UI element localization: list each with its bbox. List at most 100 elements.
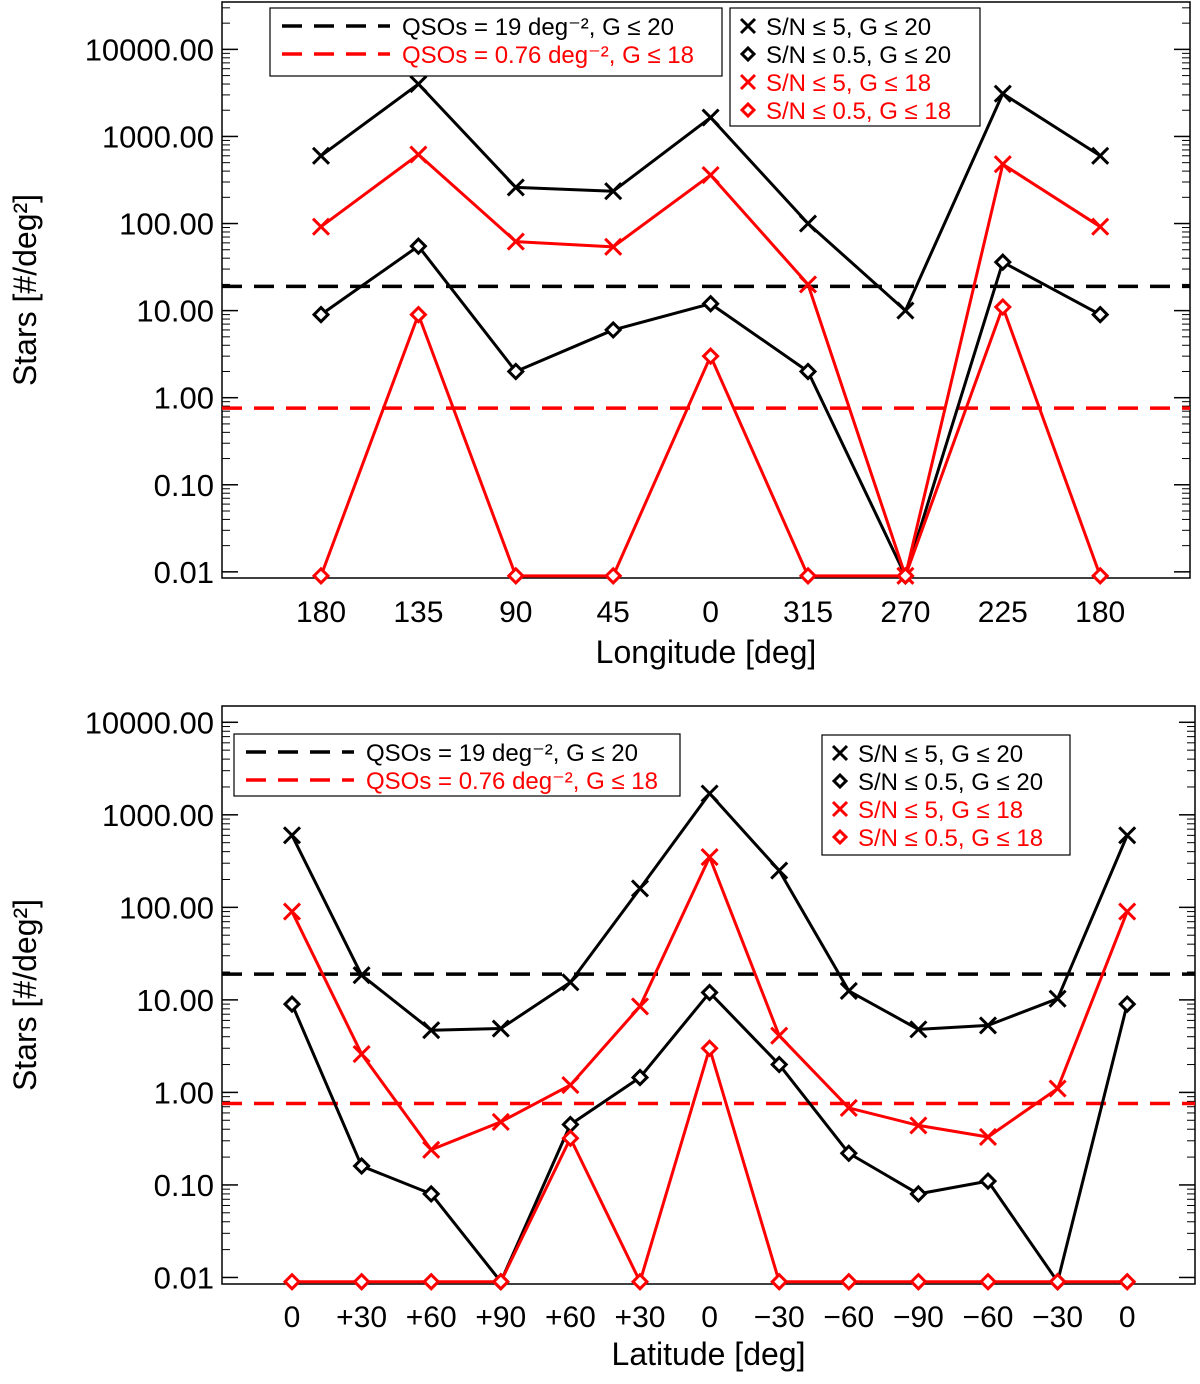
data-point-cross bbox=[896, 301, 915, 320]
series-line bbox=[292, 1046, 1128, 1284]
data-point-diamond bbox=[506, 362, 525, 381]
x-tick-label: 0 bbox=[702, 596, 719, 629]
data-point-diamond bbox=[630, 1068, 650, 1087]
data-point-cross bbox=[282, 826, 302, 845]
data-point-cross bbox=[1091, 217, 1110, 236]
legend-series-label: S/N ≤ 5, G ≤ 18 bbox=[858, 797, 1023, 824]
data-point-diamond bbox=[978, 1272, 998, 1291]
data-point-cross bbox=[561, 1076, 580, 1095]
legend-cross-marker bbox=[831, 800, 849, 818]
x-tick-label: 180 bbox=[1075, 596, 1125, 629]
legend-series-label: S/N ≤ 5, G ≤ 20 bbox=[766, 14, 931, 41]
legend-diamond-marker bbox=[831, 828, 849, 846]
legend-frame bbox=[233, 733, 681, 797]
legend-cross-marker bbox=[739, 17, 757, 35]
x-tick-label: 0 bbox=[701, 1301, 718, 1334]
x-tick-label: −90 bbox=[893, 1301, 944, 1334]
data-point-cross bbox=[978, 1127, 998, 1147]
legend-frame bbox=[269, 7, 723, 77]
data-point-cross bbox=[311, 146, 331, 165]
legend-cross-marker bbox=[831, 744, 849, 762]
series-4 bbox=[311, 297, 1110, 585]
y-tick-label: 10.00 bbox=[136, 983, 214, 1018]
y-tick-label: 1000.00 bbox=[102, 119, 214, 154]
x-tick-label: 315 bbox=[783, 596, 833, 629]
x-axis-label: Latitude [deg] bbox=[612, 1336, 806, 1372]
x-tick-label: 135 bbox=[393, 596, 443, 629]
legend-series-label: S/N ≤ 5, G ≤ 20 bbox=[858, 741, 1023, 768]
data-point-cross bbox=[1118, 826, 1137, 845]
data-point-cross bbox=[311, 217, 331, 236]
data-point-cross bbox=[839, 981, 858, 1000]
data-point-cross bbox=[1048, 989, 1067, 1008]
data-point-diamond bbox=[701, 347, 720, 366]
data-point-cross bbox=[352, 966, 371, 985]
data-point-cross bbox=[506, 232, 525, 251]
series-2 bbox=[282, 983, 1137, 1291]
y-tick-label: 0.10 bbox=[154, 468, 214, 503]
y-tick-label: 1.00 bbox=[154, 1075, 214, 1110]
data-point-diamond bbox=[770, 1055, 789, 1074]
series-1 bbox=[282, 784, 1137, 1040]
data-point-cross bbox=[993, 84, 1012, 103]
data-point-cross bbox=[409, 74, 428, 94]
y-tick-label: 1000.00 bbox=[102, 798, 214, 833]
data-point-cross bbox=[798, 275, 818, 294]
y-tick-label: 0.01 bbox=[154, 555, 214, 590]
data-point-diamond bbox=[700, 983, 719, 1002]
x-tick-label: −30 bbox=[754, 1301, 805, 1334]
legend-frame bbox=[729, 7, 981, 127]
data-point-diamond bbox=[422, 1184, 441, 1204]
data-point-cross bbox=[409, 145, 428, 164]
data-point-cross bbox=[506, 178, 525, 197]
series-4 bbox=[282, 1039, 1137, 1291]
legend-series-label: S/N ≤ 5, G ≤ 18 bbox=[766, 70, 931, 97]
x-tick-label: 45 bbox=[597, 596, 630, 629]
data-point-diamond bbox=[604, 320, 623, 340]
legend-series: S/N ≤ 5, G ≤ 20S/N ≤ 0.5, G ≤ 20S/N ≤ 5,… bbox=[821, 734, 1071, 856]
data-point-diamond bbox=[701, 294, 720, 313]
data-point-diamond bbox=[506, 566, 525, 585]
data-point-cross bbox=[770, 1026, 789, 1045]
data-point-diamond bbox=[798, 362, 818, 381]
data-point-cross bbox=[839, 1098, 858, 1117]
data-point-diamond bbox=[993, 297, 1012, 317]
data-point-cross bbox=[978, 1016, 998, 1035]
data-point-diamond bbox=[409, 305, 428, 324]
x-tick-label: +30 bbox=[336, 1301, 387, 1334]
data-point-cross bbox=[491, 1019, 510, 1038]
data-point-cross bbox=[700, 784, 719, 803]
legend-line-label: QSOs = 0.76 deg⁻², G ≤ 18 bbox=[366, 768, 658, 795]
data-point-cross bbox=[491, 1112, 510, 1131]
y-axis-label: Stars [#/deg²] bbox=[7, 194, 43, 386]
y-tick-label: 10.00 bbox=[136, 294, 214, 329]
data-point-diamond bbox=[839, 1144, 858, 1163]
data-point-diamond bbox=[352, 1156, 371, 1176]
chart-panel-1: 0.01 0.10 1.00 10.00 100.00 1000.00 10000.00 18… bbox=[7, 1, 1191, 670]
data-point-diamond bbox=[561, 1129, 580, 1148]
data-point-cross bbox=[630, 997, 650, 1016]
legend-cross-marker bbox=[739, 73, 757, 91]
data-point-cross bbox=[770, 861, 789, 880]
legend-frame bbox=[821, 734, 1071, 856]
data-point-diamond bbox=[839, 1272, 858, 1291]
plot-frame bbox=[221, 1, 1191, 579]
x-tick-label: 225 bbox=[978, 596, 1028, 629]
x-tick-label: 0 bbox=[1119, 1301, 1136, 1334]
legend-diamond-marker bbox=[739, 101, 757, 119]
y-tick-label: 100.00 bbox=[119, 890, 214, 925]
data-point-cross bbox=[630, 879, 650, 898]
data-point-cross bbox=[352, 1044, 371, 1064]
data-point-cross bbox=[422, 1140, 441, 1159]
data-point-cross bbox=[798, 214, 818, 233]
data-point-diamond bbox=[700, 1039, 719, 1058]
data-point-cross bbox=[1091, 146, 1110, 165]
legend-series-label: S/N ≤ 0.5, G ≤ 18 bbox=[766, 98, 951, 125]
y-tick-label: 10000.00 bbox=[85, 705, 214, 740]
y-tick-label: 0.01 bbox=[154, 1260, 214, 1295]
y-axis-label: Stars [#/deg²] bbox=[7, 899, 43, 1091]
legend-line-label: QSOs = 19 deg⁻², G ≤ 20 bbox=[402, 14, 674, 41]
x-tick-label: 90 bbox=[499, 596, 532, 629]
